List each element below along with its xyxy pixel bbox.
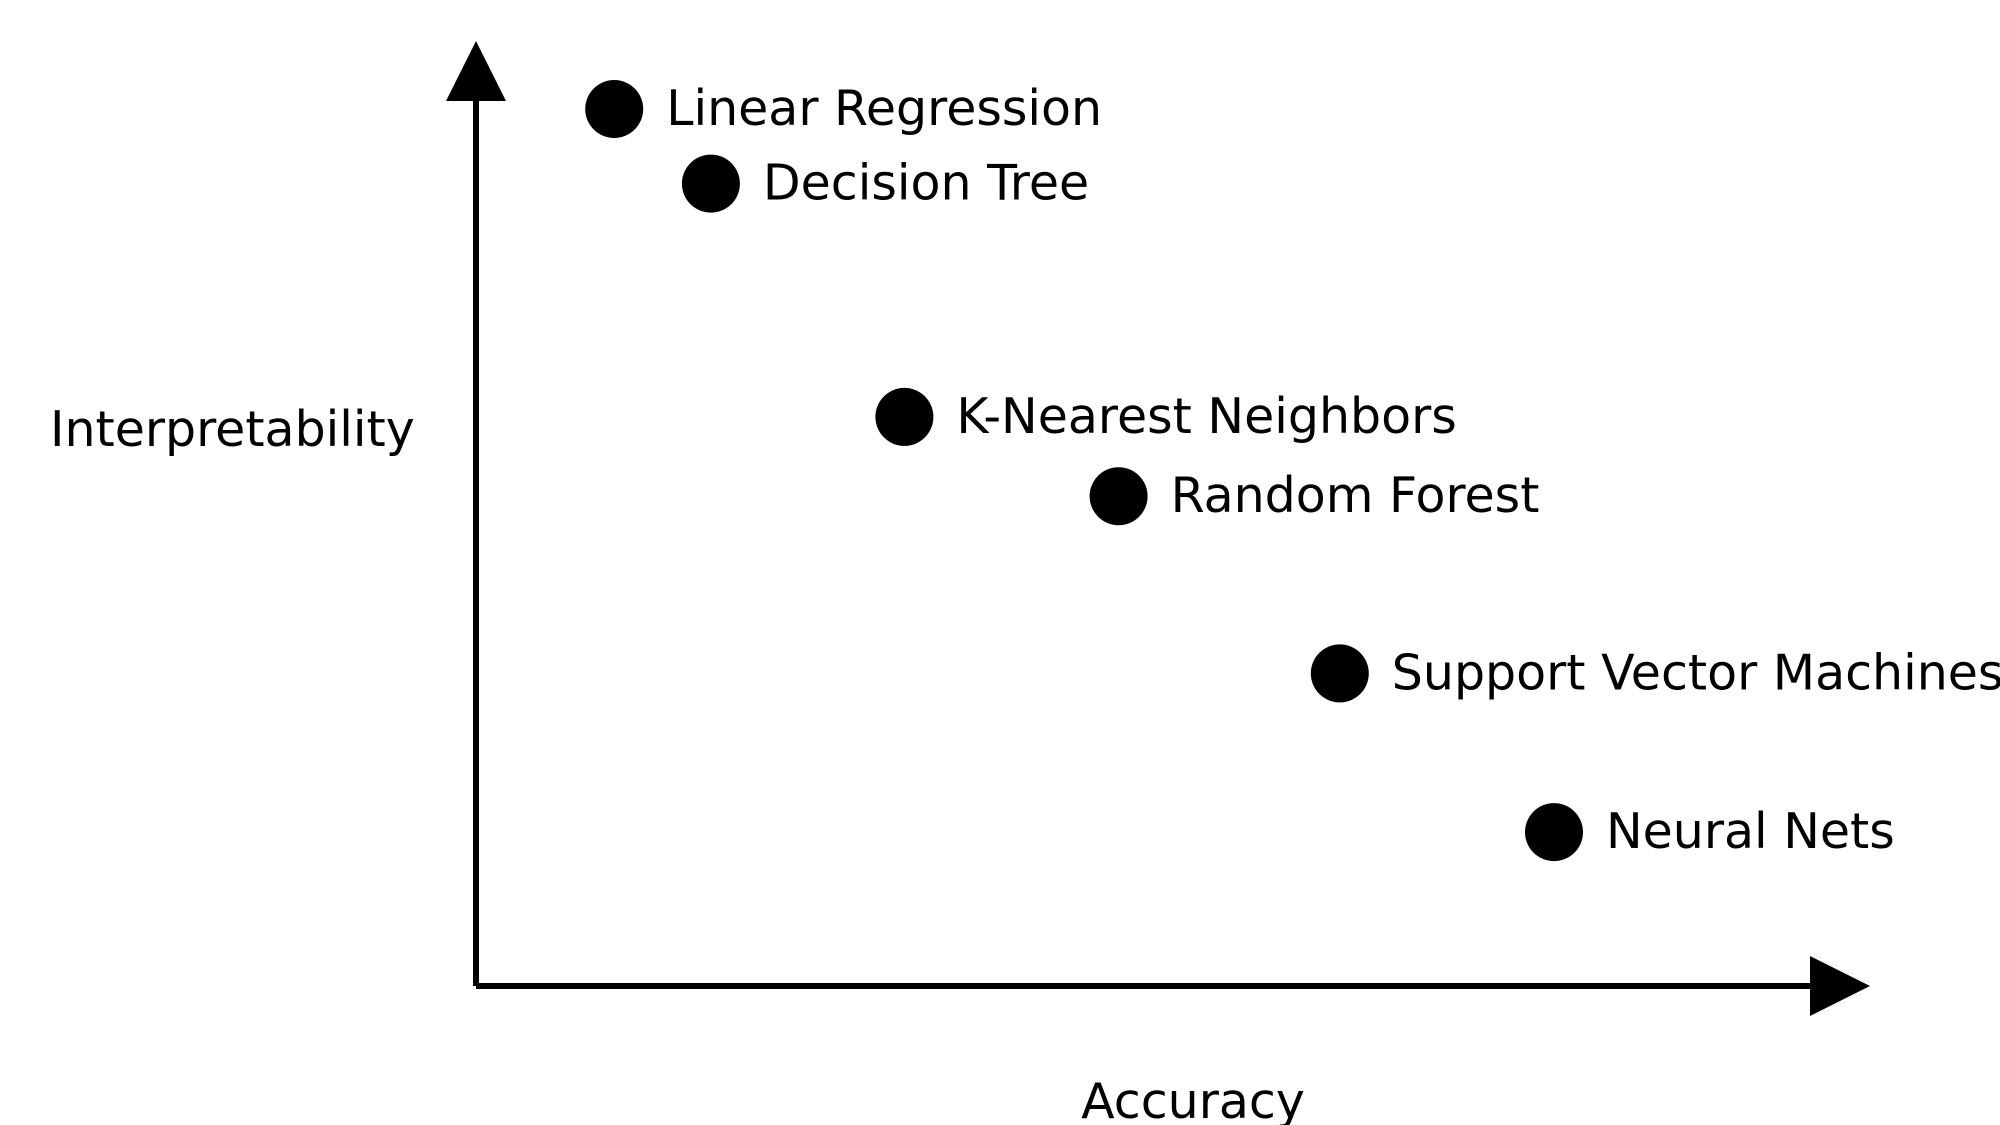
scatter-point xyxy=(1525,803,1583,862)
scatter-point xyxy=(681,154,740,213)
scatter-point-group: Decision Tree xyxy=(681,154,1089,213)
scatter-point xyxy=(1310,644,1369,703)
scatter-point xyxy=(875,387,934,446)
scatter-point-group: Neural Nets xyxy=(1525,803,1895,862)
point-label: Neural Nets xyxy=(1606,803,1895,860)
scatter-point-group: Support Vector Machines xyxy=(1310,644,2000,703)
point-label: Decision Tree xyxy=(763,155,1089,212)
scatter-point-group: Linear Regression xyxy=(585,80,1102,138)
scatter-point xyxy=(1089,467,1148,526)
scatter-point-group: Random Forest xyxy=(1089,467,1540,526)
scatter-point xyxy=(585,80,644,138)
point-label: Support Vector Machines xyxy=(1392,644,2000,701)
scatter-point-group: K-Nearest Neighbors xyxy=(875,387,1457,446)
axes xyxy=(446,41,1870,1016)
data-points: Linear Regression Decision Tree K-Nearest … xyxy=(585,80,2000,862)
point-label: Random Forest xyxy=(1171,467,1540,524)
y-axis-title: Interpretability xyxy=(50,401,415,458)
x-axis-title: Accuracy xyxy=(1081,1073,1305,1125)
point-label: K-Nearest Neighbors xyxy=(956,388,1456,445)
point-label: Linear Regression xyxy=(666,80,1102,137)
